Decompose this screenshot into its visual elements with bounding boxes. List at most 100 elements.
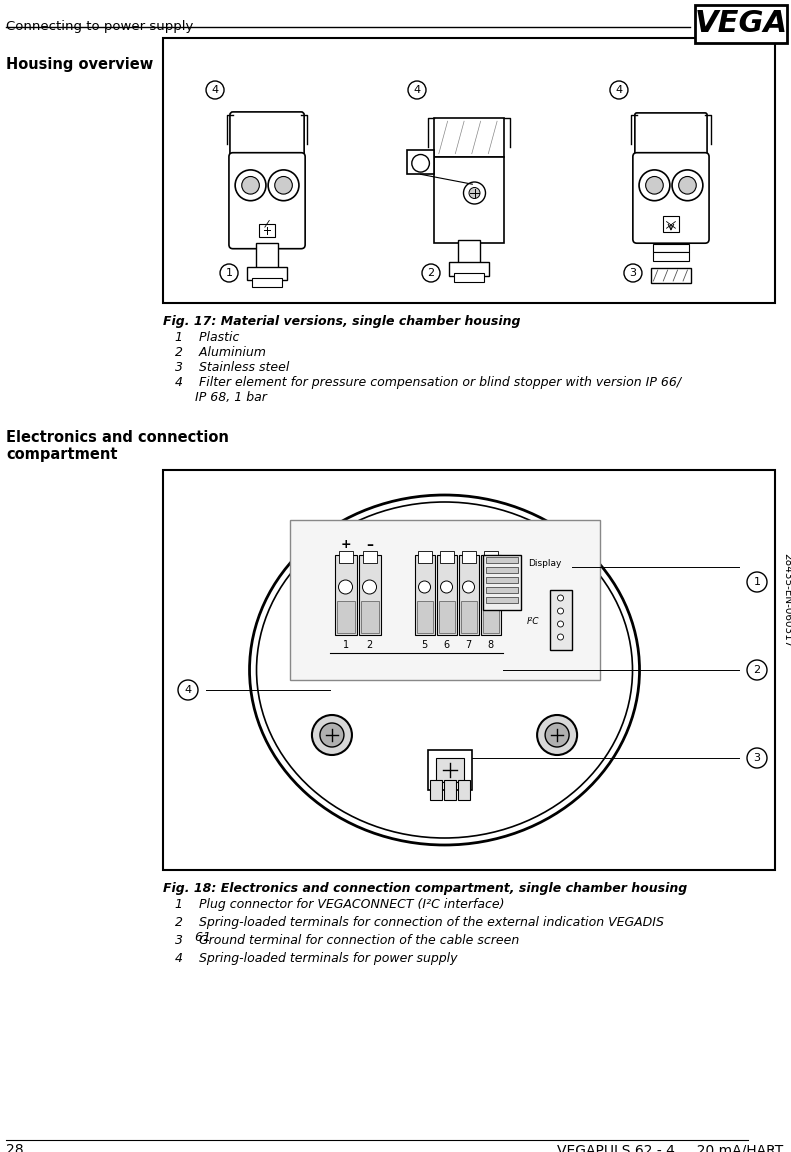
Bar (427, 750, 471, 790)
Bar (695, 5, 787, 43)
Text: 28: 28 (6, 1143, 24, 1152)
Text: Connecting to power supply: Connecting to power supply (6, 20, 193, 33)
Text: 4: 4 (615, 85, 623, 94)
Bar (256, 243, 278, 268)
Text: 4: 4 (184, 685, 191, 695)
Text: 1: 1 (343, 641, 349, 650)
Bar (486, 577, 517, 583)
Bar (430, 780, 441, 799)
Text: VEGA: VEGA (694, 9, 788, 38)
Bar (248, 267, 287, 280)
Text: 2: 2 (427, 268, 434, 278)
Text: 1: 1 (754, 577, 760, 588)
Text: 7: 7 (465, 641, 471, 650)
Circle shape (558, 594, 563, 601)
Bar (358, 555, 380, 635)
Text: 5: 5 (422, 641, 428, 650)
Circle shape (747, 573, 767, 592)
Text: 2: 2 (754, 665, 761, 675)
FancyBboxPatch shape (633, 153, 709, 243)
Bar (459, 555, 479, 635)
Circle shape (362, 579, 377, 594)
Circle shape (624, 264, 642, 282)
Bar (486, 597, 517, 602)
Circle shape (639, 169, 670, 200)
Text: VEGAPULS 62 - 4 ... 20 mA/HART: VEGAPULS 62 - 4 ... 20 mA/HART (557, 1143, 783, 1152)
Bar (335, 555, 357, 635)
Circle shape (485, 581, 497, 593)
Circle shape (274, 176, 293, 194)
Circle shape (339, 579, 353, 594)
Text: +: + (340, 538, 351, 552)
Bar (460, 601, 476, 632)
Circle shape (537, 715, 577, 755)
Text: 3    Stainless steel: 3 Stainless steel (175, 361, 290, 374)
Text: 2    Aluminium: 2 Aluminium (175, 346, 266, 359)
FancyBboxPatch shape (229, 153, 305, 249)
Text: 6: 6 (444, 641, 449, 650)
Text: 4    Filter element for pressure compensation or blind stopper with version IP 6: 4 Filter element for pressure compensati… (175, 376, 681, 404)
Circle shape (469, 188, 480, 198)
Bar (438, 601, 455, 632)
Text: 2: 2 (366, 641, 373, 650)
Bar (433, 119, 504, 157)
Circle shape (412, 154, 430, 172)
Circle shape (672, 169, 703, 200)
Text: 8: 8 (487, 641, 494, 650)
Bar (290, 520, 600, 680)
Bar (449, 263, 489, 275)
Bar (436, 758, 464, 782)
Circle shape (747, 660, 767, 680)
Bar (461, 551, 475, 563)
Bar (437, 555, 456, 635)
Bar (414, 555, 434, 635)
Bar (336, 601, 354, 632)
Text: Fig. 18: Electronics and connection compartment, single chamber housing: Fig. 18: Electronics and connection comp… (163, 882, 687, 895)
Ellipse shape (249, 495, 639, 846)
Circle shape (747, 748, 767, 768)
Circle shape (610, 81, 628, 99)
Bar (486, 558, 517, 563)
Bar (486, 567, 517, 573)
Bar (407, 150, 433, 174)
Circle shape (418, 581, 430, 593)
Circle shape (206, 81, 224, 99)
Bar (163, 38, 775, 303)
Text: –: – (366, 538, 373, 552)
Bar (483, 551, 498, 563)
Bar (259, 223, 274, 237)
Bar (457, 780, 470, 799)
Circle shape (220, 264, 238, 282)
Bar (653, 252, 688, 262)
Bar (252, 278, 282, 287)
Bar (444, 780, 456, 799)
Circle shape (312, 715, 352, 755)
Circle shape (178, 680, 198, 700)
Text: I²C: I²C (526, 617, 539, 627)
Circle shape (464, 182, 486, 204)
Circle shape (242, 176, 259, 194)
Text: 1    Plastic: 1 Plastic (175, 331, 240, 344)
Circle shape (558, 608, 563, 614)
Bar (417, 601, 433, 632)
Circle shape (558, 634, 563, 641)
Bar (550, 590, 572, 650)
Text: Fig. 17: Material versions, single chamber housing: Fig. 17: Material versions, single chamb… (163, 314, 520, 328)
Circle shape (422, 264, 440, 282)
Text: Housing overview: Housing overview (6, 56, 153, 71)
Circle shape (645, 176, 664, 194)
Text: 4    Spring-loaded terminals for power supply: 4 Spring-loaded terminals for power supp… (175, 952, 457, 965)
Bar (440, 551, 453, 563)
FancyBboxPatch shape (635, 113, 707, 159)
FancyBboxPatch shape (230, 112, 305, 160)
Text: 3: 3 (754, 753, 760, 763)
Text: 3: 3 (630, 268, 637, 278)
Bar (453, 273, 484, 282)
Text: 1: 1 (225, 268, 233, 278)
Bar (664, 217, 679, 232)
Circle shape (463, 581, 475, 593)
Text: 1    Plug connector for VEGACONNECT (I²C interface): 1 Plug connector for VEGACONNECT (I²C in… (175, 899, 505, 911)
Circle shape (679, 176, 696, 194)
Circle shape (408, 81, 426, 99)
Circle shape (268, 169, 299, 200)
